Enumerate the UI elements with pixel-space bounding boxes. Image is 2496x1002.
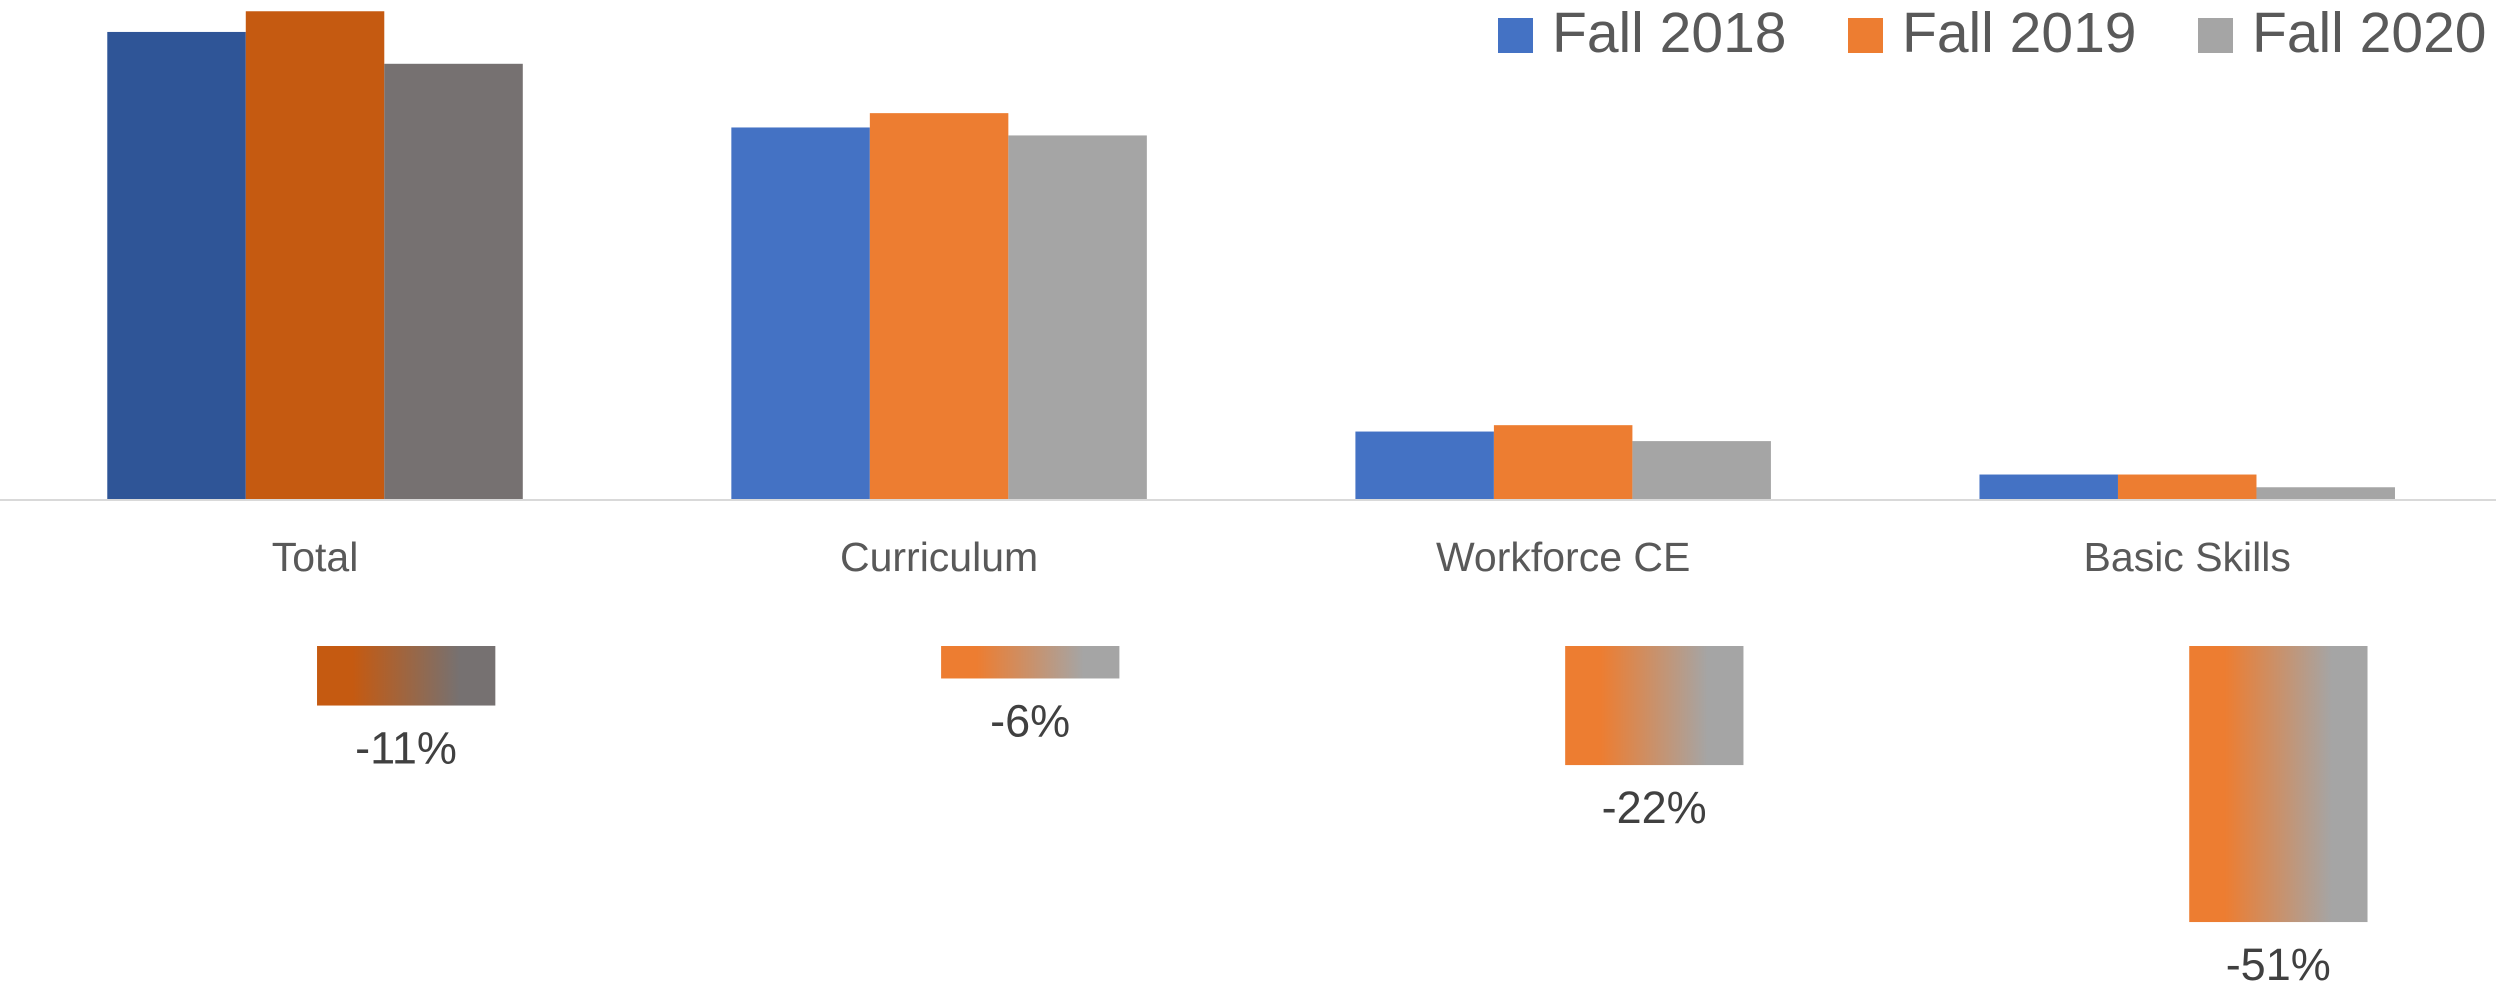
bar xyxy=(1979,474,2118,500)
change-label: -22% xyxy=(1602,782,1707,833)
bar xyxy=(245,11,385,500)
x-tick-label: Basic Skills xyxy=(2084,534,2291,580)
change-bar xyxy=(2189,646,2368,923)
change-label: -6% xyxy=(990,695,1070,746)
bar xyxy=(384,63,523,501)
legend-swatch xyxy=(1848,18,1883,53)
change-label: -51% xyxy=(2226,939,2331,990)
change-bar xyxy=(317,646,496,706)
legend-label: Fall 2020 xyxy=(2252,1,2487,65)
change-label: -11% xyxy=(355,722,457,773)
legend-swatch xyxy=(2198,18,2233,53)
bar xyxy=(107,31,246,501)
legend-label: Fall 2019 xyxy=(1902,1,2137,65)
legend-swatch xyxy=(1498,18,1533,53)
bar xyxy=(2256,487,2395,500)
x-tick-label: Total xyxy=(272,534,359,580)
bar xyxy=(1632,441,1771,500)
change-bar xyxy=(941,646,1120,679)
bar xyxy=(2117,474,2257,500)
change-bar xyxy=(1565,646,1744,766)
bar xyxy=(1493,425,1633,500)
bar xyxy=(1355,431,1494,500)
legend-label: Fall 2018 xyxy=(1552,1,1787,65)
x-tick-label: Curriculum xyxy=(840,534,1038,580)
bar xyxy=(1008,135,1147,500)
x-tick-label: Workforce CE xyxy=(1436,534,1690,580)
bar xyxy=(869,113,1009,501)
bar xyxy=(731,127,870,501)
